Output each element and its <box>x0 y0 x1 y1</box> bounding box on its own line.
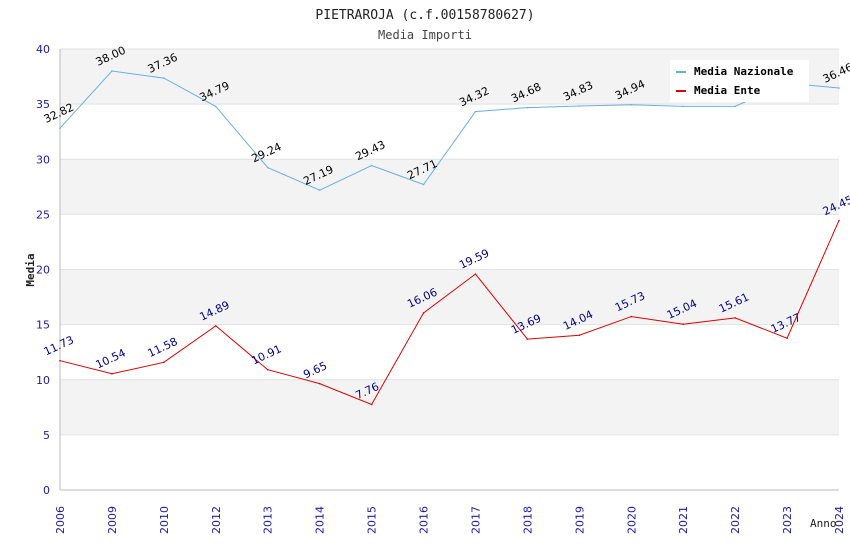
data-label: 9.65 <box>301 359 329 381</box>
legend: Media Nazionale Media Ente <box>670 60 809 102</box>
data-point <box>318 382 321 385</box>
data-point <box>474 110 477 113</box>
data-point <box>474 273 477 275</box>
x-tick-label: 2013 <box>262 506 275 534</box>
data-label: 10.91 <box>250 342 284 367</box>
x-tick-label: 2009 <box>106 506 119 534</box>
y-tick-label: 20 <box>36 264 50 277</box>
data-point <box>630 103 633 106</box>
y-tick-labels: 0 5 10 15 20 25 30 35 40 <box>36 43 50 497</box>
series-line-0 <box>59 70 840 191</box>
data-point <box>163 361 165 364</box>
data-point <box>266 166 269 169</box>
data-point <box>111 372 113 375</box>
gridlines <box>60 48 839 436</box>
data-point <box>422 183 425 186</box>
series-lines <box>59 70 840 406</box>
data-point <box>838 87 840 89</box>
data-point <box>578 105 581 107</box>
y-tick-label: 0 <box>43 484 50 497</box>
y-tick-label: 30 <box>36 153 50 166</box>
x-tick-labels: 2006 2009 2010 2012 2013 2014 2015 2016 2017 2018… <box>54 506 846 534</box>
data-point <box>578 334 581 337</box>
x-tick-label: 2010 <box>158 506 171 534</box>
data-point <box>163 77 165 79</box>
data-point <box>266 368 269 371</box>
x-tick-label: 2006 <box>54 506 67 534</box>
x-tick-label: 2018 <box>521 506 534 534</box>
data-point <box>318 189 321 192</box>
background-bands <box>60 49 839 435</box>
data-label: 10.54 <box>94 346 128 371</box>
x-tick-label: 2017 <box>469 506 482 534</box>
data-point <box>630 315 633 318</box>
data-point <box>370 403 373 406</box>
grid-band <box>60 269 839 325</box>
y-tick-label: 40 <box>36 43 50 56</box>
x-tick-label: 2014 <box>314 506 327 534</box>
x-tick-label: 2012 <box>210 506 223 534</box>
data-point <box>59 359 61 362</box>
x-tick-label: 2024 <box>833 506 846 534</box>
data-point <box>370 164 373 167</box>
y-tick-label: 5 <box>43 429 50 442</box>
x-tick-label: 2023 <box>781 506 794 534</box>
y-tick-label: 10 <box>36 374 50 387</box>
data-label: 11.58 <box>146 335 180 360</box>
data-point <box>526 338 529 340</box>
data-label: 11.73 <box>42 333 76 358</box>
y-tick-label: 35 <box>36 98 50 111</box>
data-point <box>422 312 425 314</box>
series-line-1 <box>59 220 840 406</box>
data-point <box>215 105 217 108</box>
x-tick-label: 2022 <box>729 506 742 534</box>
x-tick-label: 2021 <box>677 506 690 534</box>
y-tick-label: 15 <box>36 319 50 332</box>
data-point <box>838 219 840 222</box>
y-axis-title: Media <box>24 253 37 286</box>
data-point <box>734 105 736 108</box>
data-point <box>786 337 788 339</box>
data-point <box>682 323 684 325</box>
grid-band <box>60 159 839 215</box>
data-point <box>59 127 61 129</box>
x-tick-label: 2019 <box>573 506 586 534</box>
chart-subtitle: Media Importi <box>378 28 472 42</box>
data-point <box>682 105 684 108</box>
legend-label-nazionale: Media Nazionale <box>694 65 794 78</box>
x-tick-label: 2020 <box>625 506 638 534</box>
x-axis-title: Anno <box>810 517 837 530</box>
x-tick-label: 2015 <box>366 506 379 534</box>
data-label: 19.59 <box>457 247 491 272</box>
data-point <box>526 106 529 109</box>
grid-band <box>60 379 839 435</box>
legend-label-ente: Media Ente <box>694 84 761 97</box>
data-point <box>111 70 113 72</box>
chart-title: PIETRAROJA (c.f.00158780627) <box>315 8 534 23</box>
data-point <box>215 325 217 327</box>
legend-box <box>670 60 809 102</box>
data-point <box>734 317 736 319</box>
y-tick-label: 25 <box>36 208 50 221</box>
x-tick-label: 2016 <box>418 506 431 534</box>
